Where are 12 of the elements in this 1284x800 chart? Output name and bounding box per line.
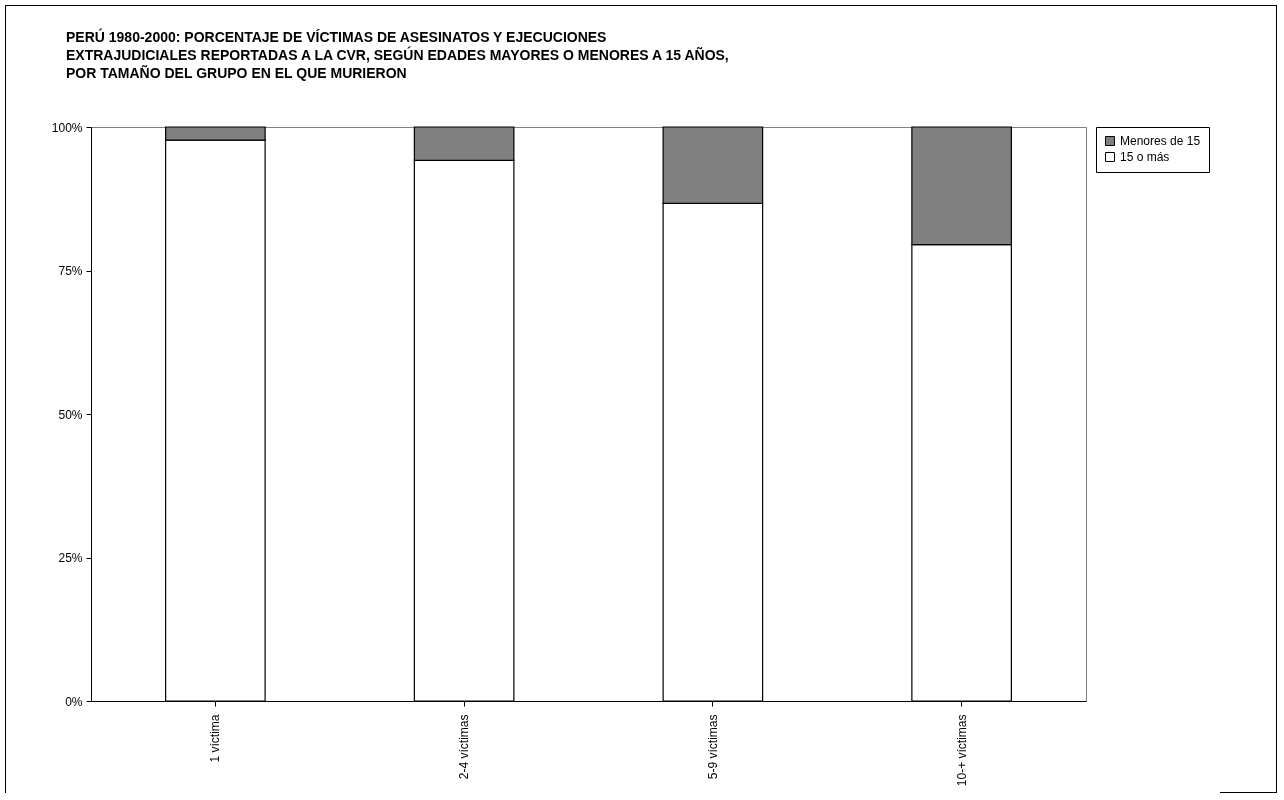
y-tick-label: 0% — [65, 694, 83, 709]
x-tick-label: 1 víctima — [208, 714, 223, 763]
y-tick-label: 50% — [58, 407, 83, 422]
y-tick-label: 25% — [58, 551, 83, 565]
x-tick-label: 2-4 víctimas — [457, 714, 472, 780]
x-tick-label: 10-+ víctimas — [954, 714, 969, 787]
legend-label: Menores de 15 — [1120, 134, 1201, 148]
legend-label: 15 o más — [1120, 150, 1170, 164]
x-tick-label: 5-9 víctimas — [705, 714, 720, 780]
y-tick-label: 100% — [51, 120, 83, 135]
chart-title: PERÚ 1980-2000: PORCENTAJE DE VÍCTIMAS DE ASESINATOS Y EJECUCIONES EXTRAJUDICIALES REPORTADAS A LA CVR, SEGÚN EDADES MAYORES O MENORES A 15 AÑOS, POR TAMAÑO DEL GRUPO EN EL QUE MURIERON — [66, 28, 729, 81]
y-tick-label: 75% — [58, 264, 83, 278]
